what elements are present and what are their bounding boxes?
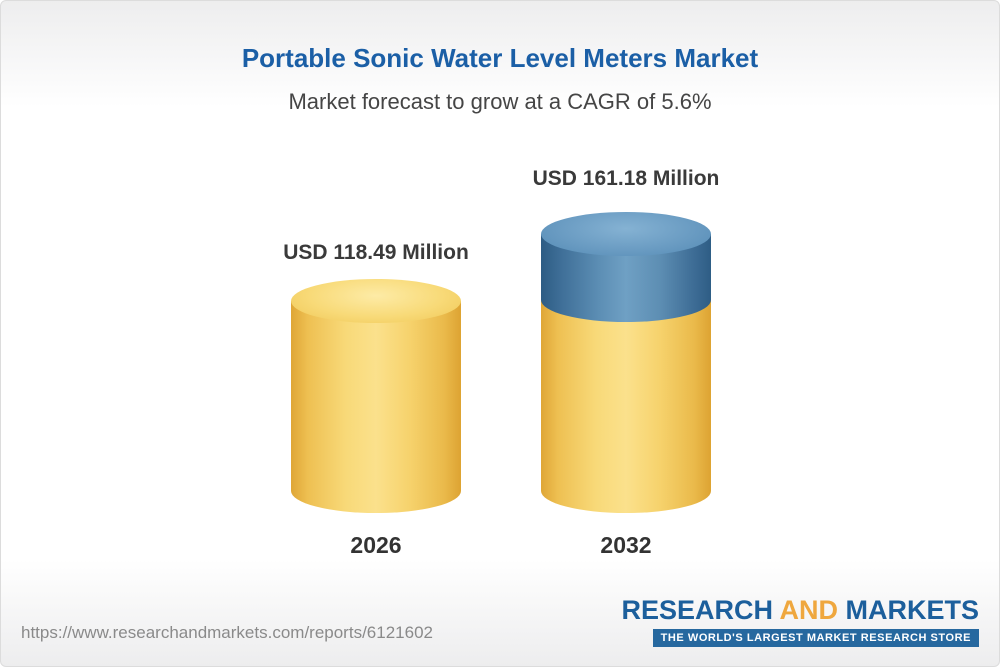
- x-axis-label-2032: 2032: [600, 532, 652, 558]
- bar-2026-top-cap: [291, 279, 461, 323]
- bar-2026: [291, 279, 461, 513]
- research-and-markets-logo: RESEARCH AND MARKETS THE WORLD'S LARGEST…: [621, 595, 979, 647]
- logo-tagline: THE WORLD'S LARGEST MARKET RESEARCH STOR…: [652, 629, 979, 647]
- logo-word-and: AND: [779, 595, 838, 625]
- value-label-2032: USD 161.18 Million: [532, 167, 720, 190]
- logo-word-research: RESEARCH: [621, 595, 773, 625]
- bar-2032-base-body: [541, 299, 711, 513]
- logo-wordmark: RESEARCH AND MARKETS: [621, 595, 979, 626]
- value-label-2026: USD 118.49 Million: [283, 241, 469, 264]
- source-url-link[interactable]: https://www.researchandmarkets.com/repor…: [21, 623, 433, 642]
- x-axis-label-2026: 2026: [350, 532, 402, 558]
- logo-word-markets: MARKETS: [845, 595, 980, 625]
- chart-subtitle: Market forecast to grow at a CAGR of 5.6…: [288, 89, 712, 114]
- bar-2032-growth-segment: [541, 212, 711, 322]
- chart-title: Portable Sonic Water Level Meters Market: [241, 43, 759, 73]
- bar-2026-body: [291, 301, 461, 513]
- bar-2032-growth-top-cap: [541, 212, 711, 256]
